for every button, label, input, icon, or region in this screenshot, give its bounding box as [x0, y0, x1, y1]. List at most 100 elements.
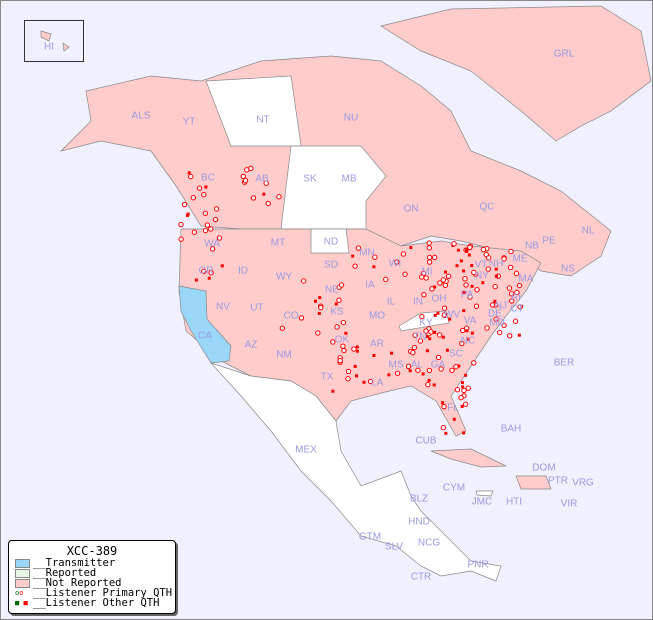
- legend: XCC-389 __Transmitter __Reported __Not R…: [8, 540, 176, 614]
- region-label-mi: MI: [421, 266, 433, 278]
- listener-primary-marker: [429, 286, 435, 292]
- listener-other-marker: [433, 330, 437, 334]
- listener-primary-marker: [178, 236, 184, 242]
- listener-primary-marker: [509, 298, 515, 304]
- region-label-in: IN: [413, 296, 423, 308]
- listener-other-marker: [318, 296, 322, 300]
- listener-primary-marker: [244, 167, 250, 173]
- listener-primary-marker: [330, 339, 336, 345]
- region-label-hnd: HND: [408, 516, 430, 528]
- region-label-ca: CA: [198, 330, 212, 342]
- region-label-md: MD: [489, 317, 505, 329]
- listener-other-marker: [317, 311, 321, 315]
- listener-primary-marker: [438, 366, 444, 372]
- region-nd: [310, 228, 350, 254]
- region-label-ia: IA: [365, 279, 375, 291]
- region-label-vir: VIR: [560, 498, 578, 510]
- region-label-az: AZ: [244, 339, 258, 351]
- listener-other-marker: [448, 317, 452, 321]
- listener-primary-marker: [462, 401, 469, 407]
- legend-reported: __Reported: [15, 568, 175, 578]
- listener-other-marker: [362, 380, 366, 384]
- region-label-dom: DOM: [532, 462, 556, 474]
- region-label-cub: CUB: [415, 435, 437, 447]
- region-label-ri: RI: [511, 292, 521, 304]
- listener-primary-marker: [250, 195, 257, 201]
- listener-primary-marker: [423, 328, 429, 334]
- region-label-ga: GA: [430, 359, 446, 371]
- listener-primary-marker: [437, 280, 443, 286]
- legend-other-qth: ■ ■ __Listener Other QTH: [15, 597, 160, 609]
- listener-other-marker: [372, 354, 376, 358]
- listener-primary-marker: [513, 270, 520, 277]
- listener-primary-marker: [449, 367, 455, 373]
- listener-primary-marker: [507, 264, 514, 271]
- listener-primary-marker: [480, 246, 487, 253]
- region-label-ky: KY: [419, 317, 433, 329]
- listener-other-marker: [220, 264, 224, 268]
- region-label-nv: NV: [216, 301, 230, 313]
- listener-primary-marker: [400, 251, 407, 257]
- region-label-va: VA: [463, 315, 477, 327]
- listener-other-marker: [460, 404, 464, 408]
- listener-primary-marker: [204, 222, 211, 228]
- region-label-mo: MO: [368, 310, 386, 322]
- listener-primary-marker: [201, 191, 207, 198]
- region-label-nc: NC: [460, 335, 476, 347]
- listener-primary-marker: [263, 180, 269, 186]
- listener-primary-marker: [355, 245, 362, 251]
- listener-primary-marker: [461, 387, 467, 394]
- region-label-ut: UT: [250, 302, 264, 314]
- region-label-ks: KS: [330, 306, 344, 318]
- listener-other-marker: [470, 263, 474, 267]
- listener-primary-marker: [298, 315, 305, 321]
- listener-primary-marker: [467, 294, 473, 300]
- listener-primary-marker: [474, 287, 480, 293]
- region-label-ny: NY: [475, 270, 489, 282]
- listener-primary-marker: [265, 200, 271, 207]
- listener-primary-marker: [345, 368, 352, 375]
- listener-other-marker: [494, 274, 498, 278]
- listener-primary-marker: [188, 173, 194, 180]
- listener-primary-marker: [337, 357, 343, 364]
- region-label-ns: NS: [561, 263, 575, 275]
- listener-primary-marker: [454, 387, 461, 393]
- region-label-nd: ND: [323, 236, 339, 248]
- listener-other-marker: [433, 285, 437, 289]
- listener-other-marker: [421, 372, 425, 376]
- listener-other-marker: [331, 389, 335, 393]
- region-label-ct: CT: [510, 303, 524, 315]
- listener-primary-marker: [426, 254, 433, 261]
- region-label-tn: TN: [413, 331, 427, 343]
- region-label-wy: WY: [275, 271, 293, 283]
- circle-marker-icon: oo: [15, 589, 24, 597]
- listener-other-marker: [441, 401, 445, 405]
- region-label-ab: AB: [255, 173, 269, 185]
- region-label-mex: MEX: [295, 444, 317, 456]
- region-label-pe: PE: [542, 235, 556, 247]
- listener-primary-marker: [411, 344, 418, 351]
- listener-primary-marker: [402, 271, 408, 277]
- region-label-ptr: PTR: [548, 475, 568, 487]
- listener-primary-marker: [460, 327, 466, 334]
- listener-primary-marker: [428, 329, 434, 335]
- listener-other-marker: [433, 313, 437, 317]
- listener-primary-marker: [190, 194, 197, 201]
- square-marker-icon: ■ ■: [15, 599, 28, 607]
- listener-other-marker: [466, 337, 470, 341]
- listener-primary-marker: [485, 255, 492, 261]
- listener-primary-marker: [451, 241, 457, 247]
- listener-other-marker: [462, 309, 466, 313]
- listener-primary-marker: [178, 221, 184, 228]
- listener-other-marker: [441, 335, 445, 339]
- listener-other-marker: [425, 349, 429, 353]
- listener-other-marker: [314, 299, 318, 303]
- listener-primary-marker: [341, 347, 347, 354]
- listener-other-marker: [344, 331, 348, 335]
- region-label-grl: GRL: [553, 48, 575, 60]
- listener-primary-marker: [301, 278, 307, 284]
- listener-primary-marker: [501, 322, 507, 329]
- listener-other-marker: [427, 378, 431, 382]
- listener-other-marker: [390, 351, 394, 355]
